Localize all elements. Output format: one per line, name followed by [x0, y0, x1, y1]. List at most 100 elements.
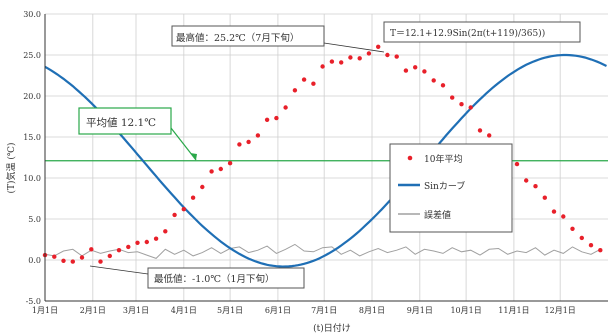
x-tick-label: 11月1日 — [498, 306, 529, 315]
data-point — [468, 105, 473, 110]
mean-annotation-arrowhead — [190, 153, 197, 160]
data-point — [570, 226, 575, 231]
data-point — [126, 244, 131, 250]
max-annotation: 最高値：25.2℃（7月下旬） — [171, 25, 385, 53]
data-point — [459, 102, 464, 107]
mean-annotation: 平均値 12.1℃ — [78, 107, 197, 161]
min-annotation-box — [147, 267, 305, 289]
x-tick-label: 1月1日 — [32, 306, 58, 315]
data-point — [551, 209, 557, 214]
data-point — [218, 166, 223, 172]
data-point — [135, 240, 140, 245]
data-point — [311, 81, 316, 86]
data-point — [264, 117, 270, 123]
data-point — [163, 229, 168, 234]
data-point — [89, 247, 94, 252]
x-tick-label: 5月1日 — [217, 306, 243, 315]
legend-sin-label: Sinカーブ — [424, 180, 465, 192]
legend: 10年平均 Sinカーブ 誤差値 — [389, 143, 513, 233]
data-point — [301, 77, 307, 82]
data-point — [246, 139, 251, 145]
data-point — [579, 235, 584, 241]
data-point — [450, 95, 455, 100]
mean-annotation-box — [78, 107, 172, 135]
y-tick-label: 25.0 — [23, 51, 41, 60]
data-point — [542, 195, 547, 200]
x-tick-label: 4月1日 — [171, 306, 197, 315]
average-dots-series — [42, 44, 603, 264]
data-point — [403, 68, 409, 73]
max-annotation-pointer — [323, 42, 385, 53]
x-tick-label: 7月1日 — [311, 306, 337, 315]
residual-line — [44, 243, 601, 259]
x-tick-label: 6月1日 — [265, 306, 291, 315]
data-point — [376, 44, 381, 49]
data-point — [227, 161, 233, 166]
max-annotation-box — [171, 25, 325, 47]
data-point — [561, 214, 566, 219]
y-tick-label: -5.0 — [26, 297, 41, 306]
formula-text: T＝12.1+12.9Sin(2π(t+119)/365)) — [390, 28, 545, 39]
data-point — [181, 207, 186, 212]
residual-series — [44, 243, 601, 259]
data-point — [153, 236, 159, 241]
data-point — [116, 248, 122, 253]
data-point — [394, 54, 399, 59]
x-tick-label: 10月1日 — [450, 306, 481, 315]
data-point — [200, 184, 205, 190]
data-point — [292, 88, 298, 93]
data-point — [255, 133, 261, 138]
data-point — [70, 259, 76, 264]
data-point — [598, 248, 603, 253]
axes — [44, 14, 608, 302]
data-point — [283, 105, 288, 110]
data-point — [190, 195, 196, 200]
x-tick-label: 8月1日 — [359, 306, 385, 315]
data-point — [588, 243, 594, 248]
data-point — [514, 161, 520, 167]
data-point — [237, 142, 242, 147]
sin-curve-series — [44, 53, 607, 268]
mean-annotation-text: 平均値 12.1℃ — [86, 116, 156, 129]
legend-dot-marker — [407, 155, 413, 161]
data-point — [209, 169, 214, 174]
data-point — [61, 258, 66, 263]
data-point — [79, 255, 85, 260]
y-axis-label: (T)気温 (℃) — [5, 143, 17, 194]
y-tick-label: 20.0 — [23, 92, 41, 101]
formula-annotation: T＝12.1+12.9Sin(2π(t+119)/365)) — [383, 21, 581, 43]
data-point — [348, 55, 353, 60]
data-point — [339, 60, 344, 65]
x-tick-label: 9月1日 — [407, 306, 433, 315]
data-point — [320, 64, 325, 69]
x-tick-label: 2月1日 — [80, 306, 106, 315]
data-point — [533, 184, 538, 189]
min-annotation: 最低値：-1.0℃（1月下旬） — [89, 265, 305, 289]
y-tick-label: 5.0 — [28, 215, 41, 224]
min-annotation-text: 最低値：-1.0℃（1月下旬） — [154, 273, 275, 285]
data-point — [329, 59, 335, 64]
x-tick-label: 12月1日 — [545, 306, 576, 315]
y-tick-label: 0.0 — [28, 256, 41, 265]
sin-curve-line — [44, 53, 607, 268]
data-point — [431, 78, 436, 83]
min-annotation-pointer — [89, 265, 149, 275]
x-tick-label: 3月1日 — [123, 306, 149, 315]
data-point — [524, 178, 529, 183]
gridlines — [44, 13, 608, 302]
data-point — [385, 52, 390, 58]
x-axis-label: (t)日付け — [313, 323, 351, 334]
data-point — [440, 83, 446, 88]
data-point — [477, 128, 483, 133]
data-point — [172, 212, 177, 218]
max-annotation-text: 最高値：25.2℃（7月下旬） — [176, 32, 299, 44]
data-point — [422, 69, 427, 74]
data-point — [366, 51, 372, 56]
data-point — [413, 65, 418, 70]
data-point — [144, 239, 149, 245]
y-tick-label: 10.0 — [23, 174, 41, 183]
data-point — [107, 253, 113, 259]
y-tick-label: 15.0 — [23, 133, 41, 142]
